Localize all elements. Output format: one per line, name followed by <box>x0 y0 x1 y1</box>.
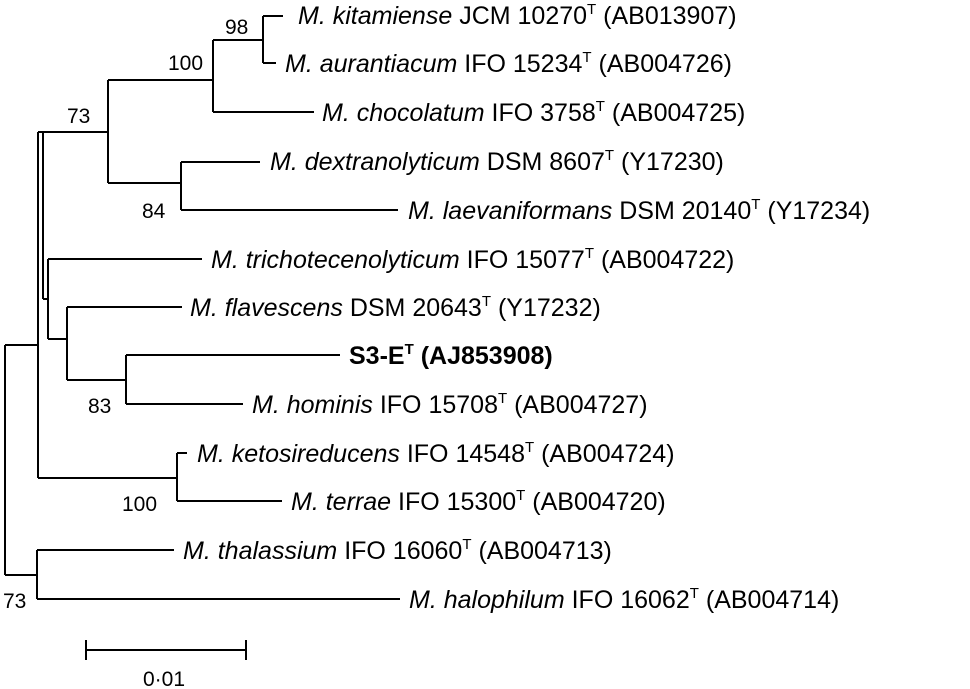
taxon-label: M. flavescens DSM 20643T (Y17232) <box>190 293 601 322</box>
taxon-label: M. ketosireducens IFO 14548T (AB004724) <box>197 439 675 468</box>
scale-bar-label: 0·01 <box>143 668 185 689</box>
bootstrap-value: 84 <box>142 200 166 223</box>
taxon-label: M. thalassium IFO 16060T (AB004713) <box>183 536 612 565</box>
bootstrap-value: 83 <box>88 395 111 418</box>
taxon-label: M. chocolatum IFO 3758T (AB004725) <box>322 98 745 127</box>
scale-bar-line <box>85 640 247 660</box>
bootstrap-value: 73 <box>3 590 26 613</box>
bootstrap-value: 100 <box>122 493 157 516</box>
taxon-label: M. kitamiense JCM 10270T (AB013907) <box>298 1 737 30</box>
scale-bar: 0·01 <box>85 640 247 689</box>
taxon-label: M. halophilum IFO 16062T (AB004714) <box>409 585 839 614</box>
bootstrap-value: 98 <box>225 16 248 39</box>
taxon-label: M. dextranolyticum DSM 8607T (Y17230) <box>270 147 724 176</box>
taxon-label-highlighted: S3-ET (AJ853908) <box>349 341 553 370</box>
taxon-label: M. aurantiacum IFO 15234T (AB004726) <box>285 49 732 78</box>
taxon-label: M. hominis IFO 15708T (AB004727) <box>252 390 648 419</box>
taxon-label: M. trichotecenolyticum IFO 15077T (AB004… <box>211 245 734 274</box>
bootstrap-value: 100 <box>168 52 203 75</box>
taxon-label: M. laevaniformans DSM 20140T (Y17234) <box>408 196 870 225</box>
tree-branches <box>4 15 400 600</box>
taxon-label: M. terrae IFO 15300T (AB004720) <box>291 487 666 516</box>
bootstrap-values: 98 100 73 84 83 100 73 <box>3 16 248 613</box>
bootstrap-value: 73 <box>67 105 90 128</box>
taxon-labels: M. kitamiense JCM 10270T (AB013907) M. a… <box>183 1 870 614</box>
